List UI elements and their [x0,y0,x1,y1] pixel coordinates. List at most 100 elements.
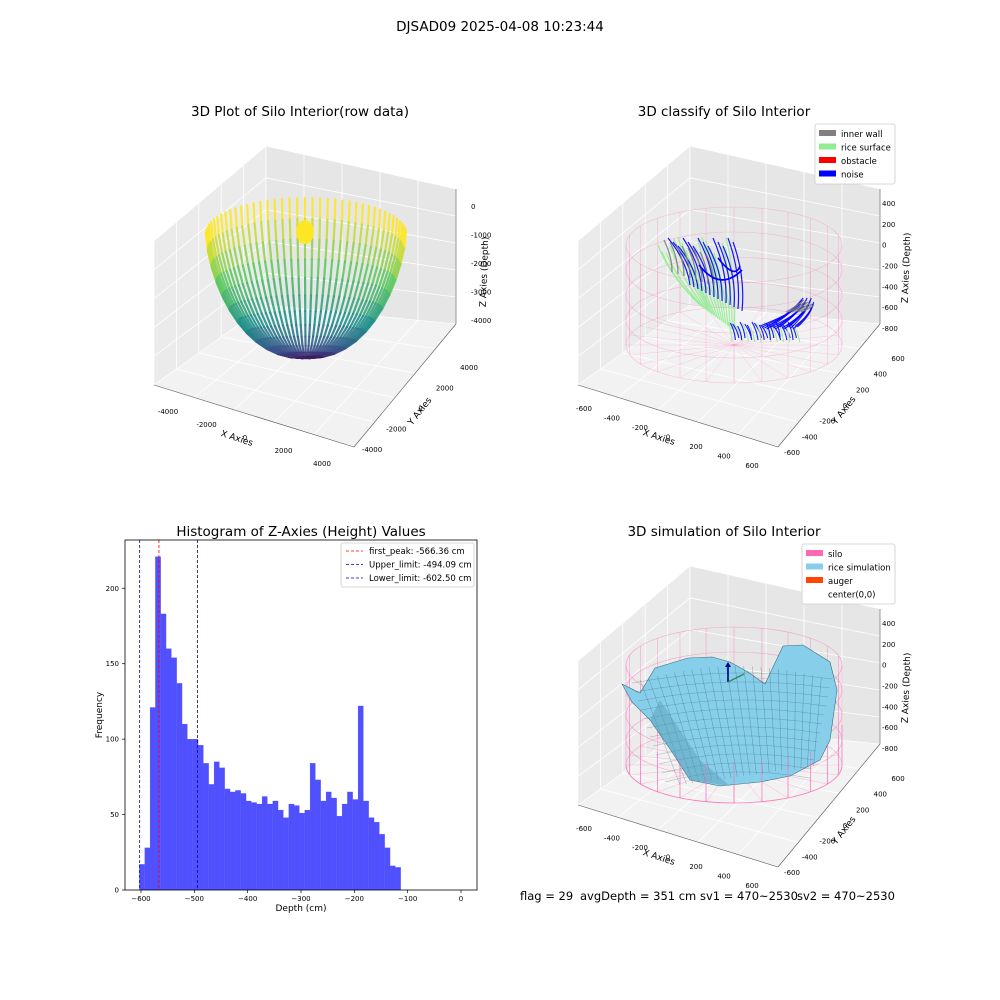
panel1-scan-segment [332,336,342,348]
panel2-bottom-strand [758,324,765,341]
panel1-scan-segment [247,223,252,246]
panel2-legend-swatch [819,143,836,150]
panel1-scan-segment [240,205,244,228]
panel2-legend-label: inner wall [841,130,882,140]
panel1-scan-segment [383,251,390,272]
panel1-scan-segment [397,219,402,241]
panel4-mesh-line [726,666,744,776]
footer-flag: flag = 29 [520,889,573,903]
panel1-scan-segment [234,302,245,319]
panel1-scan-segment [359,316,370,331]
histogram-bar [165,648,172,891]
panel1-scan-segment [319,324,325,338]
panel1-scan-segment [259,200,263,224]
panel4-z-tick-label: -600 [882,724,898,732]
panel1-scan-segment [289,344,297,354]
panel4-y-tick-label: 400 [874,791,887,799]
panel2-y-tick-label: 600 [891,355,904,363]
panel1-scan-segment [322,310,328,327]
panel4-z-tick-label: 400 [882,620,895,628]
panel2-zlabel: Z Axies (Depth) [901,233,913,304]
panel1-scan-segment [387,212,391,234]
panel4-z-tick-label: 0 [882,662,886,670]
panel1-scan-segment [360,203,365,226]
panel1-scan-segment [260,221,264,244]
panel4-x-tick-label: 400 [717,873,730,881]
panel1-scan-segment [260,312,269,328]
panel1-scan-segment [297,276,301,297]
panel1-scan-segment [351,298,360,316]
panel2-rice-surface-strand [713,252,729,327]
panel1-scan-segment [210,220,215,241]
panel1-point-cloud [204,196,408,360]
panel1-scan-segment [268,240,273,263]
panel4-mesh-line [683,670,712,781]
panel1-scan-segment [393,237,400,258]
panel2-right-strand [797,301,815,328]
panel1-x-tick-label: -4000 [158,408,178,416]
panel2-x-tick-label: 0 [666,434,670,442]
panel1-scan-segment [365,283,374,302]
panel2-bottom-strand [749,325,756,343]
panel4-x-tick-label: -200 [632,844,648,852]
panel1-scan-segment [373,307,384,323]
histogram-bar [363,800,369,891]
panel4-rice-surface-shadow [650,700,730,786]
panel1-scan-segment [264,260,270,282]
panel1-scan-segment [220,213,224,235]
panel1-grid-floor-x [233,312,343,411]
panel2-silo-spoke [657,317,735,346]
panel1-scan-segment [339,325,349,339]
panel1-scan-segment [270,295,276,314]
panel1-yellow-cluster [296,220,314,244]
panel1-scan-segment [273,324,282,339]
histogram-bar [245,800,252,891]
panel1-scan-segment [232,303,243,320]
panel4-mesh-line [658,753,815,765]
panel1-scan-segment [230,304,241,320]
histogram-bar [261,796,268,891]
panel1-scan-segment [238,317,250,332]
histogram-bar [181,723,188,891]
panel1-scan-segment [244,315,255,330]
panel1-scan-segment [341,326,352,340]
panel2-right-wall-strand [800,304,815,313]
panel2-y-tick-label: -200 [819,418,835,426]
histogram-legend: first_peak: -566.36 cm Upper_limit: -494.… [340,542,475,588]
panel1-scan-segment [237,284,246,303]
panel1-scan-segment [241,282,250,302]
panel1-scan-segment [278,310,285,327]
panel1-scan-segment [275,239,279,262]
panel1-scan-segment [338,278,344,298]
panel2-rice-surface-strand [705,240,725,324]
panel2-legend-swatch [819,130,836,136]
panel4-mesh-line [769,668,776,772]
panel2-noise-arc [717,257,741,273]
panel2-legend-swatch [819,170,836,177]
panel1-scan-segment [319,294,324,313]
panel1-scan-segment [262,325,272,340]
panel1-scan-segment [354,201,358,225]
panel2-bottom-strand [729,322,736,341]
histogram-y-ticks: 0 50 100 150 200 [106,585,125,895]
panel2-silo-spoke [629,334,735,346]
panel1-scan-segment [316,335,322,348]
panel2-legend-label: obstacle [841,157,877,167]
panel1-scan-segment [383,272,392,291]
panel4-mesh-line [691,669,719,780]
histogram-x-tick-label: −500 [185,895,204,903]
panel4-mesh-line [778,669,782,771]
panel1-scan-segment [350,328,362,341]
histogram-bar [341,803,348,891]
panel-simulation-3d: 3D simulation of Silo Interior -600-400-… [576,524,913,890]
panel1-scan-segment [352,221,357,245]
panel1-scan-segment [266,220,271,243]
panel1-scan-segment [246,203,250,226]
panel1-scan-segment [237,301,247,318]
panel1-scan-segment [273,311,280,327]
panel1-scan-segment [309,294,313,313]
panel2-bottom-strand [751,321,759,341]
panel1-scan-segment [372,206,376,229]
panel2-title: 3D classify of Silo Interior [638,104,811,120]
panel1-z-tick-label: -1000 [471,232,491,240]
